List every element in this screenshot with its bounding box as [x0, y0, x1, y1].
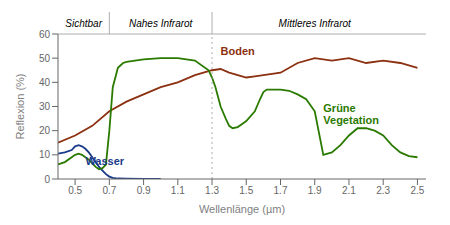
svg-text:0.9: 0.9: [137, 185, 151, 196]
svg-text:Wasser: Wasser: [85, 155, 124, 167]
svg-text:1.5: 1.5: [239, 185, 253, 196]
svg-text:50: 50: [39, 53, 51, 64]
svg-text:Sichtbar: Sichtbar: [65, 18, 102, 29]
svg-text:2.5: 2.5: [410, 185, 424, 196]
svg-text:Nahes Infrarot: Nahes Infrarot: [129, 18, 194, 29]
svg-text:40: 40: [39, 77, 51, 88]
svg-text:10: 10: [39, 149, 51, 160]
svg-text:Reflexion (%): Reflexion (%): [14, 73, 26, 139]
svg-text:20: 20: [39, 125, 51, 136]
svg-text:30: 30: [39, 101, 51, 112]
svg-text:0.5: 0.5: [68, 185, 82, 196]
svg-text:Wellenlänge (µm): Wellenlänge (µm): [199, 203, 285, 215]
svg-text:1.3: 1.3: [205, 185, 219, 196]
svg-text:0: 0: [44, 174, 50, 185]
svg-text:0.7: 0.7: [102, 185, 116, 196]
svg-text:1.1: 1.1: [171, 185, 185, 196]
svg-text:Mittleres Infrarot: Mittleres Infrarot: [279, 18, 352, 29]
svg-text:1.9: 1.9: [308, 185, 322, 196]
svg-text:2.3: 2.3: [376, 185, 390, 196]
svg-text:1.7: 1.7: [274, 185, 288, 196]
svg-text:2.1: 2.1: [342, 185, 356, 196]
svg-text:Boden: Boden: [221, 45, 256, 57]
svg-text:60: 60: [39, 29, 51, 40]
svg-text:GrüneVegetation: GrüneVegetation: [323, 102, 379, 126]
